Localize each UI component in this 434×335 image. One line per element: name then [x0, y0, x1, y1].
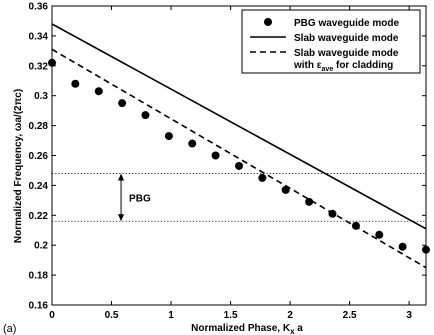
x-tick-label: 1.5	[224, 310, 238, 321]
data-point	[188, 139, 197, 148]
data-point	[211, 151, 220, 160]
legend-marker-symbol	[264, 18, 272, 26]
y-tick-label: 0.3	[34, 91, 48, 102]
y-tick-label: 0.2	[34, 241, 48, 252]
y-tick-label: 0.16	[29, 301, 49, 312]
legend-entry-line2-subscript: ave	[322, 66, 334, 73]
data-point	[305, 197, 314, 206]
y-axis-label: Normalized Frequency, ωa/(2πc)	[13, 89, 24, 243]
y-tick-label: 0.18	[29, 271, 49, 282]
series-lines	[52, 23, 426, 269]
data-point	[398, 242, 407, 251]
data-point	[71, 79, 80, 88]
x-tick-label: 0.5	[105, 310, 119, 321]
x-tick-label: 0	[49, 310, 55, 321]
pbg-arrow-head-down	[118, 214, 125, 222]
legend-entry: Slab waveguide mode	[294, 33, 399, 44]
axis-ticks: 0 0.5 1 1.5 2 2.5 3 0.16 0.18 0.2 0.22 0.24 0.26 0.28…	[29, 2, 426, 321]
y-tick-label: 0.32	[29, 61, 49, 72]
data-point	[235, 161, 244, 170]
legend-entry: Slab waveguide mode	[294, 48, 399, 59]
y-tick-label: 0.34	[29, 31, 49, 42]
x-tick-label: 2	[287, 310, 293, 321]
data-point	[281, 185, 290, 194]
y-tick-label: 0.36	[29, 2, 49, 13]
data-point	[258, 173, 267, 182]
data-point	[328, 209, 337, 218]
slab-mode-line	[52, 23, 426, 230]
pbg-label: PBG	[129, 193, 151, 204]
x-axis-label: Normalized Phase, Kx a	[191, 323, 303, 335]
data-point	[422, 245, 430, 254]
legend: PBG waveguide mode Slab waveguide mode Sla…	[241, 9, 421, 74]
pbg-annotation: PBG	[118, 173, 151, 222]
legend-entry-line2: with εave for cladding	[293, 60, 393, 73]
pbg-arrow-head-up	[118, 173, 125, 181]
legend-entry-line2-main: with ε	[293, 60, 322, 71]
x-axis-label-main: Normalized Phase, K	[191, 323, 291, 334]
legend-entry-line2-tail: for cladding	[333, 60, 393, 71]
data-point	[94, 87, 103, 96]
x-tick-label: 1	[168, 310, 174, 321]
data-point	[118, 99, 127, 108]
y-tick-label: 0.26	[29, 151, 49, 162]
data-point	[375, 230, 384, 239]
data-point	[141, 111, 150, 120]
panel-label: (a)	[3, 323, 16, 335]
x-axis-label-tail: a	[295, 323, 304, 334]
x-tick-label: 3	[406, 310, 412, 321]
x-tick-label: 2.5	[343, 310, 357, 321]
legend-entry: PBG waveguide mode	[294, 18, 399, 29]
data-point	[351, 221, 360, 230]
y-tick-label: 0.28	[29, 121, 49, 132]
slab-mode-eave-line	[52, 48, 426, 269]
marker-series	[48, 58, 430, 254]
data-point	[48, 58, 56, 67]
y-tick-label: 0.22	[29, 211, 49, 222]
data-point	[164, 132, 173, 141]
x-axis-label-subscript: x	[290, 327, 295, 335]
y-tick-label: 0.24	[29, 181, 49, 192]
